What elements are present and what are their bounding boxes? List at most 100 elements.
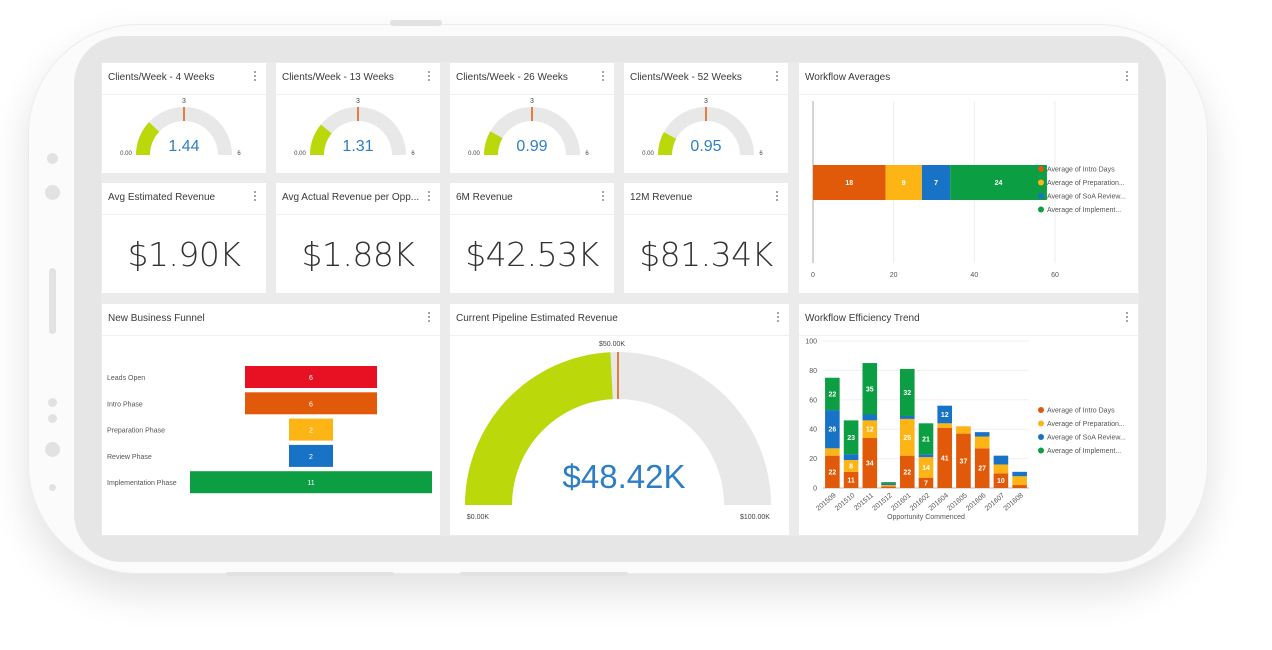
legend-label: Average of Intro Days — [1047, 408, 1115, 415]
x-tick-label: 201606 — [965, 492, 987, 512]
bar-label: 37 — [960, 458, 968, 465]
legend-swatch — [1038, 447, 1044, 454]
gauge: 3 0.00 6 0.99 — [468, 98, 589, 157]
side-dot — [49, 484, 56, 491]
divider — [624, 214, 788, 215]
max-label: 6 — [585, 151, 589, 157]
x-tick-label: 60 — [1051, 272, 1059, 279]
gauge-value: 0.95 — [690, 138, 721, 155]
x-tick-label: 201604 — [928, 492, 950, 512]
legend-swatch — [1038, 166, 1044, 172]
target-label: 3 — [530, 98, 534, 105]
bar-label: 34 — [866, 461, 874, 468]
more-options-icon[interactable] — [252, 190, 258, 202]
divider — [102, 94, 266, 95]
x-tick-label: 201602 — [909, 492, 931, 512]
clients-week-gauge-card: Clients/Week - 13 Weeks 3 0.00 6 1.31 — [276, 63, 440, 173]
legend-swatch — [1038, 179, 1044, 186]
workflow-averages-chart: 0 20 40 60 18 9 7 24 Average of Intro Days Averag… — [811, 101, 1126, 279]
side-dot — [48, 398, 57, 407]
bar-segment — [950, 165, 1047, 200]
legend-label: Average of SoA Review... — [1047, 435, 1126, 442]
gauge-value: 1.31 — [342, 138, 373, 155]
more-options-icon[interactable] — [426, 70, 432, 82]
more-options-icon[interactable] — [426, 190, 432, 202]
card-title: Avg Estimated Revenue — [108, 192, 216, 203]
bar-label: 25 — [903, 435, 911, 442]
bar-segment — [813, 165, 886, 200]
bar-segment — [825, 377, 840, 411]
divider — [450, 94, 614, 95]
bar-label: 8 — [849, 463, 853, 470]
max-label: $100.00K — [740, 514, 770, 521]
bar-segment — [918, 423, 934, 455]
max-label: 6 — [411, 151, 415, 157]
gauge-track — [484, 107, 580, 155]
x-tick-label: 201509 — [815, 492, 837, 512]
bar-segment — [937, 427, 953, 488]
bar-segment — [1012, 485, 1027, 488]
bar-label: 22 — [828, 469, 836, 476]
bar-segment — [956, 426, 971, 434]
side-dot — [48, 414, 57, 423]
more-options-icon[interactable] — [252, 70, 258, 82]
funnel-bar — [190, 471, 432, 494]
gauge-track — [310, 107, 406, 155]
legend-label: Average of Preparation... — [1047, 180, 1125, 187]
side-dot — [45, 185, 60, 200]
legend-swatch — [1038, 407, 1044, 413]
bar-segment — [956, 433, 971, 488]
pipeline-gauge: $50.00K $0.00K $100.00K $48.42K — [465, 341, 771, 521]
bar-segment — [899, 418, 915, 456]
bar-label: 18 — [845, 180, 853, 187]
bar-value: 2 — [309, 454, 313, 461]
y-tick-label: 0 — [813, 486, 817, 493]
divider — [102, 214, 266, 215]
gauge-fill — [658, 132, 677, 155]
x-tick-label: 201608 — [1003, 492, 1025, 512]
x-tick-label: 201605 — [946, 492, 968, 512]
legend-swatch — [1038, 420, 1044, 427]
bar-segment — [899, 415, 915, 419]
kpi-value: $42.53K — [465, 235, 599, 274]
bar-segment — [862, 438, 878, 488]
x-tick-label: 40 — [970, 272, 978, 279]
y-tick-label: 100 — [805, 339, 817, 346]
bar-label: 12 — [941, 412, 949, 419]
bar-segment — [885, 165, 922, 200]
more-options-icon[interactable] — [774, 190, 780, 202]
kpi-card: 12M Revenue $81.34K — [624, 183, 788, 293]
bar-label: 7 — [924, 480, 928, 487]
gauge: 3 0.00 6 1.31 — [294, 98, 415, 157]
min-label: 0.00 — [120, 151, 132, 157]
target-label: $50.00K — [599, 341, 625, 348]
more-options-icon[interactable] — [775, 311, 781, 323]
target-label: 3 — [182, 98, 186, 105]
category-label: Implementation Phase — [107, 480, 177, 487]
bar-segment — [881, 483, 896, 486]
more-options-icon[interactable] — [600, 190, 606, 202]
clients-week-gauge-card: Clients/Week - 4 Weeks 3 0.00 6 1.44 — [102, 63, 266, 173]
more-options-icon[interactable] — [774, 70, 780, 82]
bar-label: 27 — [978, 466, 986, 473]
max-label: 6 — [759, 151, 763, 157]
bar-segment — [843, 454, 859, 461]
bar-segment — [918, 477, 934, 488]
gauge-track — [136, 107, 232, 155]
y-tick-label: 60 — [809, 397, 817, 404]
bar-segment — [993, 464, 1009, 474]
divider — [450, 335, 789, 336]
more-options-icon[interactable] — [426, 311, 432, 323]
more-options-icon[interactable] — [600, 70, 606, 82]
speaker-slot — [390, 20, 442, 26]
bar-label: 9 — [902, 180, 906, 187]
more-options-icon[interactable] — [1124, 311, 1130, 323]
x-tick-label: 201510 — [834, 492, 856, 512]
side-dot — [47, 153, 58, 164]
y-tick-label: 80 — [809, 368, 817, 375]
bar-segment — [881, 482, 896, 484]
bottom-button — [226, 572, 394, 576]
legend-label: Average of Implement... — [1047, 207, 1121, 214]
more-options-icon[interactable] — [1124, 70, 1130, 82]
category-label: Review Phase — [107, 454, 152, 461]
